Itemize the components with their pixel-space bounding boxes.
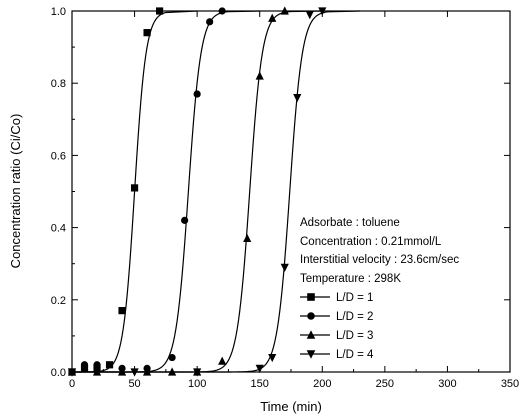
data-point-triangle-up — [280, 6, 289, 15]
data-point-triangle-down — [255, 364, 264, 373]
data-point-circle — [168, 353, 176, 362]
data-point-square — [130, 184, 139, 192]
data-point-triangle-up — [218, 356, 227, 365]
data-point-square — [307, 293, 315, 301]
legend-label: L/D = 1 — [336, 292, 373, 304]
data-point-triangle-down — [280, 263, 289, 272]
data-point-triangle-down — [306, 350, 316, 359]
x-tick-label: 100 — [188, 378, 206, 390]
data-point-circle — [80, 361, 89, 369]
x-tick-label: 150 — [251, 378, 269, 390]
data-point-triangle-up — [255, 71, 264, 80]
data-point-circle — [93, 361, 101, 369]
data-point-triangle-up — [306, 330, 316, 339]
data-point-triangle-down — [293, 94, 302, 103]
data-point-square — [105, 361, 114, 369]
series-line-4 — [72, 10, 360, 373]
y-tick-label: 0.6 — [51, 150, 66, 162]
y-tick-label: 1.0 — [51, 6, 66, 18]
annotation-concentration: Concentration : 0.21mmol/L — [300, 236, 442, 248]
data-point-triangle-up — [243, 233, 252, 243]
x-tick-label: 0 — [69, 378, 75, 390]
series-markers — [67, 6, 327, 377]
series-line-3 — [72, 10, 323, 373]
legend-label: L/D = 2 — [336, 311, 373, 323]
x-axis-title: Time (min) — [260, 399, 322, 414]
data-point-triangle-down — [305, 11, 314, 20]
y-axis-title: Concentration ratio (Ci/Co) — [8, 114, 23, 269]
data-point-triangle-down — [67, 368, 77, 377]
x-tick-label: 250 — [376, 378, 394, 390]
plot-frame — [71, 10, 511, 373]
data-point-triangle-up — [142, 367, 152, 376]
data-point-triangle-up — [168, 367, 177, 376]
legend-label: L/D = 3 — [336, 330, 373, 342]
data-point-square — [80, 364, 89, 372]
legend: L/D = 1 L/D = 2 L/D = 3 L/D = 4 — [300, 292, 374, 361]
data-point-triangle-down — [318, 7, 327, 16]
data-point-triangle-up — [268, 13, 277, 22]
data-point-circle — [307, 312, 315, 320]
data-point-triangle-down — [130, 368, 139, 377]
data-point-circle — [218, 7, 226, 15]
axis-ticks — [71, 10, 511, 373]
x-tick-label: 350 — [501, 378, 519, 390]
series-curves — [72, 10, 360, 373]
y-tick-label: 0.4 — [51, 223, 66, 235]
annotation-adsorbate: Adsorbate : toluene — [300, 217, 400, 229]
legend-label: L/D = 4 — [336, 349, 374, 361]
annotation-velocity: Interstitial velocity : 23.6cm/sec — [300, 254, 459, 266]
data-point-triangle-down — [268, 353, 277, 363]
data-point-circle — [206, 18, 214, 26]
data-point-circle — [181, 216, 189, 224]
data-point-triangle-up — [117, 367, 127, 376]
series-line-1 — [72, 10, 198, 373]
data-point-circle — [193, 90, 201, 98]
data-point-triangle-down — [193, 368, 202, 377]
y-tick-label: 0.0 — [51, 367, 66, 379]
annotation-temperature: Temperature : 298K — [300, 273, 401, 285]
x-tick-label: 50 — [128, 378, 140, 390]
x-tick-label: 200 — [313, 378, 331, 390]
series-line-2 — [72, 10, 260, 373]
annotation-block: Adsorbate : toluene Concentration : 0.21… — [300, 217, 459, 285]
y-tick-label: 0.2 — [51, 295, 66, 307]
x-tick-label: 300 — [438, 378, 456, 390]
y-tick-label: 0.8 — [51, 78, 66, 90]
axis-tick-labels: 0 50 100 150 200 250 300 350 0.0 0.2 0.4 0.6 0.8 1.0 — [51, 6, 519, 390]
data-point-triangle-up — [92, 367, 102, 376]
data-point-square — [143, 29, 151, 37]
data-point-square — [156, 7, 164, 15]
data-point-square — [118, 307, 126, 315]
